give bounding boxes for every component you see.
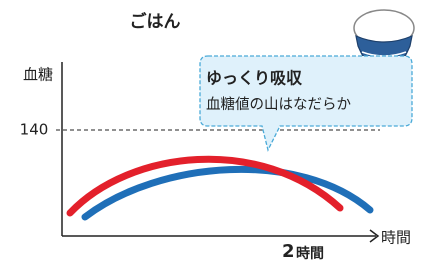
x-axis-label: 時間 [381, 229, 411, 247]
callout: ゆっくり吸収 血糖値の山はなだらか [200, 56, 412, 150]
x-marker-number: 2 [282, 241, 295, 262]
title: ごはん [130, 11, 181, 32]
red-curve [70, 159, 340, 213]
callout-text: 血糖値の山はなだらか [206, 96, 351, 113]
illustration: ごはん 血糖 時間 140 2 時間 ゆっくり吸収 血糖値の山はなだらか [0, 0, 423, 264]
y-marker-label: 140 [20, 121, 49, 139]
y-axis-label: 血糖 [23, 66, 53, 84]
callout-headline: ゆっくり吸収 [206, 69, 303, 88]
x-marker-unit: 時間 [296, 245, 324, 262]
